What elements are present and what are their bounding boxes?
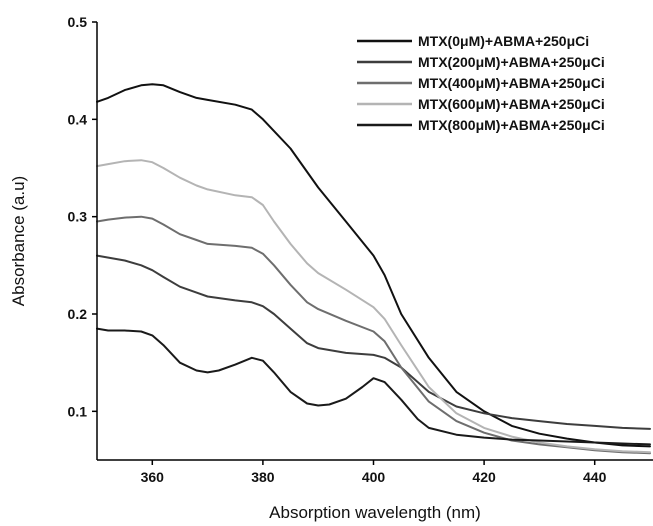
x-tick-label: 380 bbox=[251, 469, 275, 485]
legend-label: MTX(800μM)+ABMA+250μCi bbox=[418, 117, 605, 133]
y-tick-label: 0.4 bbox=[68, 111, 88, 127]
legend-item: MTX(200μM)+ABMA+250μCi bbox=[357, 54, 605, 70]
series-line-3 bbox=[96, 215, 651, 455]
series-line-5 bbox=[96, 327, 651, 446]
y-tick-label: 0.1 bbox=[68, 403, 88, 419]
y-tick-label: 0.3 bbox=[68, 209, 88, 225]
y-axis-label: Absorbance (a.u) bbox=[9, 176, 28, 306]
legend-item: MTX(600μM)+ABMA+250μCi bbox=[357, 96, 605, 112]
x-tick-label: 400 bbox=[362, 469, 386, 485]
legend-label: MTX(400μM)+ABMA+250μCi bbox=[418, 75, 605, 91]
x-axis-label: Absorption wavelength (nm) bbox=[269, 503, 481, 522]
legend-label: MTX(0μM)+ABMA+250μCi bbox=[418, 33, 589, 49]
x-tick-label: 440 bbox=[583, 469, 607, 485]
series-layer bbox=[96, 83, 651, 455]
y-tick-label: 0.2 bbox=[68, 306, 88, 322]
x-tick-label: 360 bbox=[141, 469, 165, 485]
series-line-1 bbox=[96, 83, 651, 448]
legend-label: MTX(600μM)+ABMA+250μCi bbox=[418, 96, 605, 112]
x-tick-label: 420 bbox=[472, 469, 496, 485]
legend-label: MTX(200μM)+ABMA+250μCi bbox=[418, 54, 605, 70]
legend-item: MTX(400μM)+ABMA+250μCi bbox=[357, 75, 605, 91]
ticks-layer: 360 380 400 420 440 0.1 0.2 0.3 0.4 0.5 bbox=[68, 14, 607, 485]
legend: MTX(0μM)+ABMA+250μCi MTX(200μM)+ABMA+250μ… bbox=[357, 33, 605, 133]
legend-item: MTX(800μM)+ABMA+250μCi bbox=[357, 117, 605, 133]
legend-item: MTX(0μM)+ABMA+250μCi bbox=[357, 33, 589, 49]
y-tick-label: 0.5 bbox=[68, 14, 88, 30]
series-line-4 bbox=[96, 159, 651, 454]
series-line-2 bbox=[96, 254, 651, 430]
